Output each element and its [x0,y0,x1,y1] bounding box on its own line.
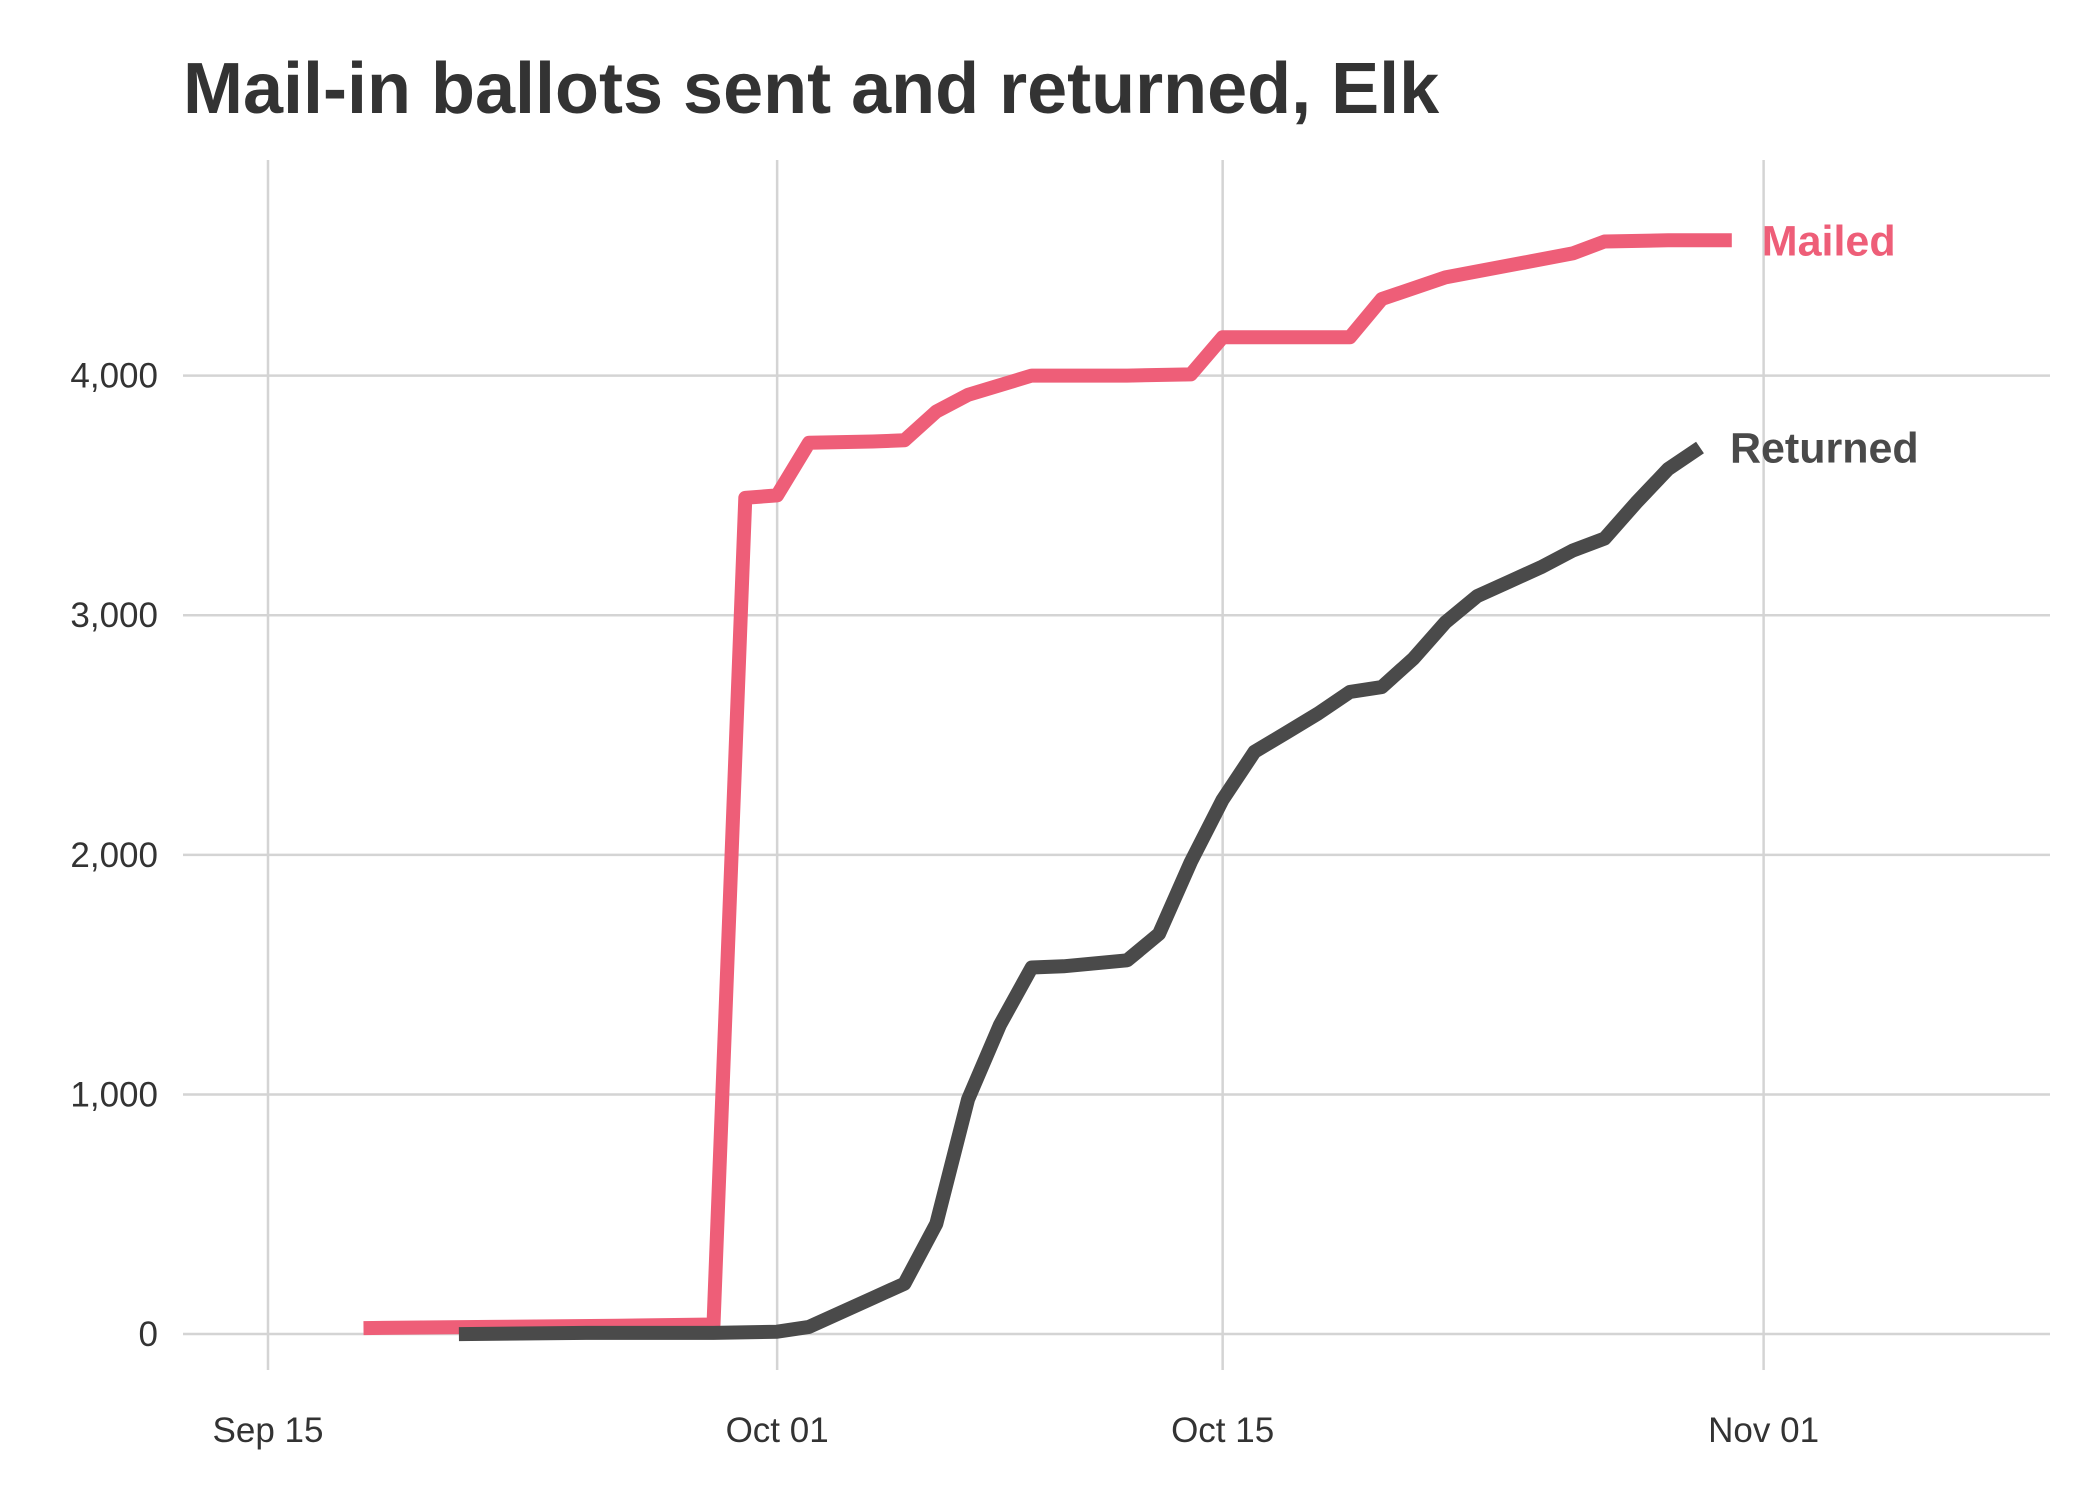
y-tick-label: 4,000 [70,357,158,396]
y-tick-label: 1,000 [70,1075,158,1114]
y-tick-label: 3,000 [70,596,158,635]
x-tick-label: Nov 01 [1708,1411,1819,1450]
series-labels: Mailed Returned [1730,217,1919,472]
gridlines [183,160,2050,1370]
series-line-mailed [363,233,1732,1336]
x-tick-label: Sep 15 [213,1411,324,1450]
series-line-returned [458,441,1704,1342]
series-label-returned: Returned [1730,425,1919,473]
y-tick-label: 0 [139,1315,158,1354]
x-tick-label: Oct 15 [1171,1411,1274,1450]
series-label-mailed: Mailed [1762,217,1896,265]
tick-labels: 0 1,000 2,000 3,000 4,000 Sep 15 Oct 01 Oct 15 N… [70,357,1819,1450]
y-tick-label: 2,000 [70,836,158,875]
chart-title: Mail-in ballots sent and returned, Elk [183,49,1440,129]
x-tick-label: Oct 01 [726,1411,829,1450]
series-lines [363,233,1732,1342]
